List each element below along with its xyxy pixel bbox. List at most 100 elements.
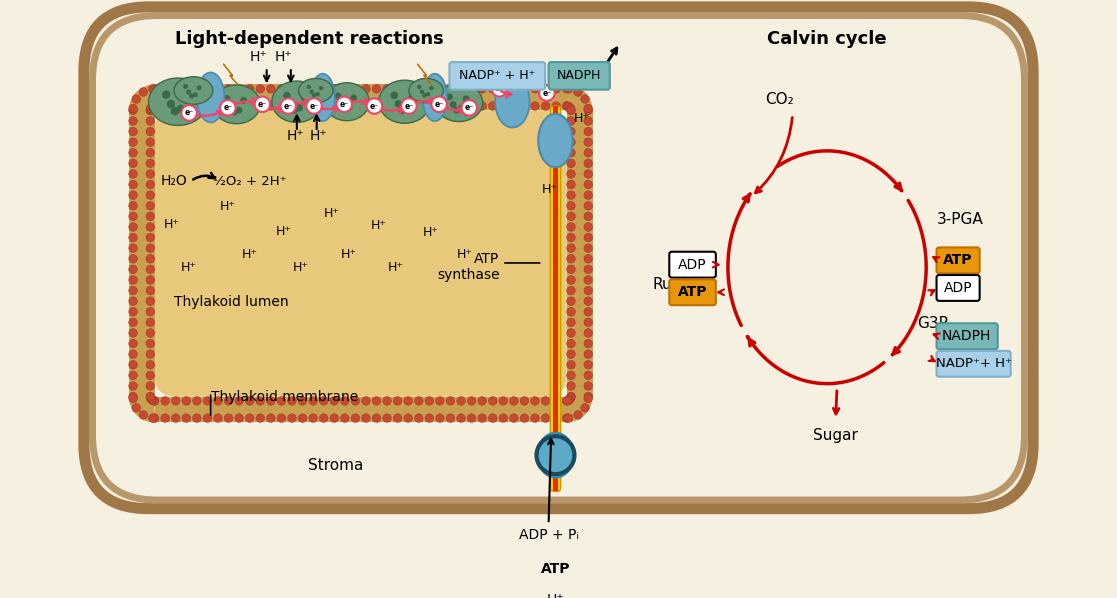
Text: CO₂: CO₂ bbox=[765, 91, 794, 106]
Circle shape bbox=[176, 105, 185, 113]
Circle shape bbox=[246, 102, 254, 111]
Text: H⁺: H⁺ bbox=[286, 129, 304, 143]
Circle shape bbox=[562, 102, 571, 111]
Circle shape bbox=[225, 102, 232, 111]
Circle shape bbox=[128, 212, 137, 221]
Circle shape bbox=[150, 396, 159, 405]
Circle shape bbox=[552, 414, 561, 422]
Ellipse shape bbox=[537, 433, 574, 478]
Circle shape bbox=[341, 84, 350, 93]
Circle shape bbox=[336, 96, 352, 112]
Circle shape bbox=[457, 396, 466, 405]
Circle shape bbox=[461, 100, 477, 115]
Circle shape bbox=[146, 307, 154, 316]
Circle shape bbox=[566, 339, 575, 348]
Circle shape bbox=[183, 84, 188, 89]
Ellipse shape bbox=[436, 84, 483, 121]
Circle shape bbox=[584, 361, 592, 369]
Circle shape bbox=[584, 233, 592, 242]
Circle shape bbox=[446, 84, 455, 93]
Circle shape bbox=[584, 371, 592, 380]
Circle shape bbox=[128, 202, 137, 210]
Circle shape bbox=[277, 414, 286, 422]
Circle shape bbox=[236, 106, 242, 114]
Circle shape bbox=[509, 396, 518, 405]
Circle shape bbox=[128, 371, 137, 380]
Text: H⁺: H⁺ bbox=[276, 224, 292, 237]
Circle shape bbox=[203, 102, 212, 111]
Circle shape bbox=[341, 102, 350, 111]
Circle shape bbox=[246, 414, 254, 422]
Circle shape bbox=[563, 396, 572, 405]
Text: H⁺: H⁺ bbox=[457, 248, 472, 261]
Circle shape bbox=[414, 102, 423, 111]
Circle shape bbox=[128, 255, 137, 263]
Circle shape bbox=[128, 297, 137, 306]
FancyBboxPatch shape bbox=[93, 16, 1024, 500]
Circle shape bbox=[584, 392, 592, 401]
Circle shape bbox=[166, 100, 175, 108]
Circle shape bbox=[330, 414, 338, 422]
Circle shape bbox=[298, 84, 307, 93]
Text: ATP
synthase: ATP synthase bbox=[437, 252, 499, 282]
Circle shape bbox=[341, 414, 350, 422]
Circle shape bbox=[149, 414, 157, 422]
Circle shape bbox=[161, 84, 170, 93]
Circle shape bbox=[383, 84, 391, 93]
Circle shape bbox=[566, 233, 575, 242]
Circle shape bbox=[171, 396, 180, 405]
Circle shape bbox=[584, 307, 592, 316]
Circle shape bbox=[390, 91, 398, 99]
Circle shape bbox=[488, 102, 497, 111]
Circle shape bbox=[283, 92, 290, 99]
Text: ADP + Pᵢ: ADP + Pᵢ bbox=[518, 529, 579, 542]
Circle shape bbox=[540, 86, 555, 101]
Circle shape bbox=[450, 101, 457, 108]
Circle shape bbox=[426, 92, 430, 96]
Circle shape bbox=[171, 84, 180, 93]
Circle shape bbox=[478, 102, 487, 111]
Text: H⁺: H⁺ bbox=[371, 219, 386, 233]
Circle shape bbox=[566, 350, 575, 358]
Bar bbox=[128, 111, 154, 396]
Circle shape bbox=[338, 100, 345, 107]
Circle shape bbox=[584, 265, 592, 274]
Circle shape bbox=[213, 102, 222, 111]
Circle shape bbox=[146, 393, 154, 401]
Circle shape bbox=[146, 318, 154, 327]
Circle shape bbox=[566, 382, 575, 390]
Text: H⁺: H⁺ bbox=[164, 218, 180, 231]
Wedge shape bbox=[128, 396, 154, 422]
Circle shape bbox=[584, 106, 592, 115]
Circle shape bbox=[128, 127, 137, 136]
Circle shape bbox=[146, 382, 154, 390]
Circle shape bbox=[225, 84, 232, 93]
Circle shape bbox=[362, 102, 370, 111]
Circle shape bbox=[436, 84, 445, 93]
Circle shape bbox=[566, 255, 575, 263]
Circle shape bbox=[446, 396, 455, 405]
Circle shape bbox=[584, 202, 592, 210]
Text: e⁻: e⁻ bbox=[435, 100, 443, 109]
Circle shape bbox=[128, 392, 137, 401]
Circle shape bbox=[446, 102, 455, 111]
Circle shape bbox=[436, 396, 445, 405]
Circle shape bbox=[564, 414, 573, 422]
Circle shape bbox=[213, 84, 222, 93]
Circle shape bbox=[491, 81, 507, 96]
Circle shape bbox=[197, 86, 202, 90]
Circle shape bbox=[584, 222, 592, 231]
Circle shape bbox=[499, 414, 507, 422]
Circle shape bbox=[488, 84, 497, 93]
Circle shape bbox=[146, 104, 155, 112]
Circle shape bbox=[128, 170, 137, 178]
Text: e⁻: e⁻ bbox=[309, 102, 318, 111]
Circle shape bbox=[393, 414, 402, 422]
Circle shape bbox=[193, 92, 198, 97]
FancyBboxPatch shape bbox=[936, 324, 997, 349]
Circle shape bbox=[267, 414, 275, 422]
Circle shape bbox=[350, 94, 357, 101]
Circle shape bbox=[566, 138, 575, 147]
Text: e⁻: e⁻ bbox=[404, 102, 413, 111]
Text: e⁻: e⁻ bbox=[340, 100, 349, 109]
